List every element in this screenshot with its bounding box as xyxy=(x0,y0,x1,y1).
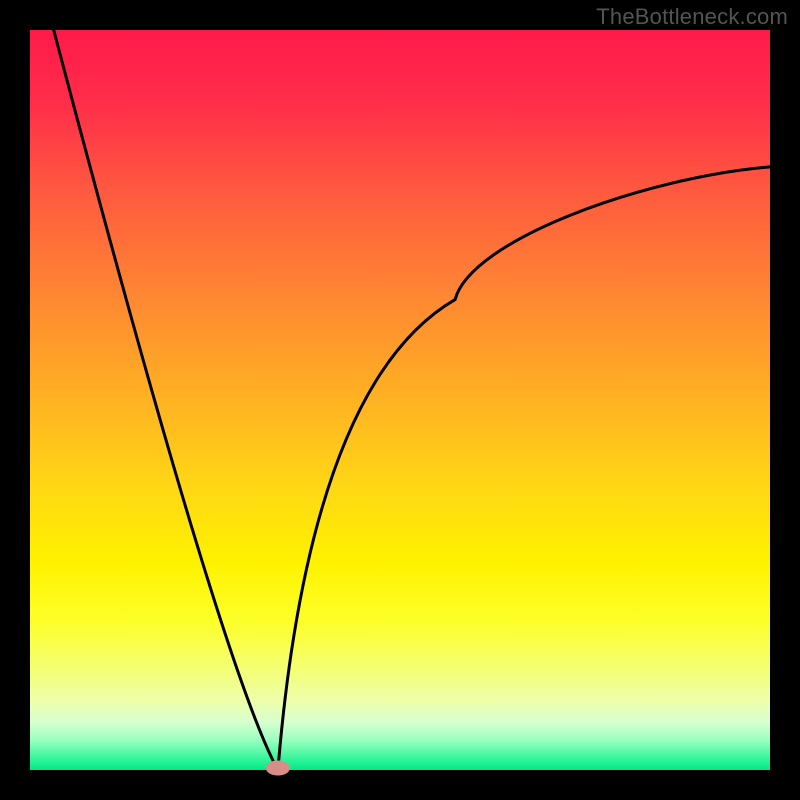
watermark-label: TheBottleneck.com xyxy=(596,4,788,30)
bottleneck-chart xyxy=(0,0,800,800)
chart-container: TheBottleneck.com xyxy=(0,0,800,800)
vertex-marker xyxy=(266,761,290,776)
